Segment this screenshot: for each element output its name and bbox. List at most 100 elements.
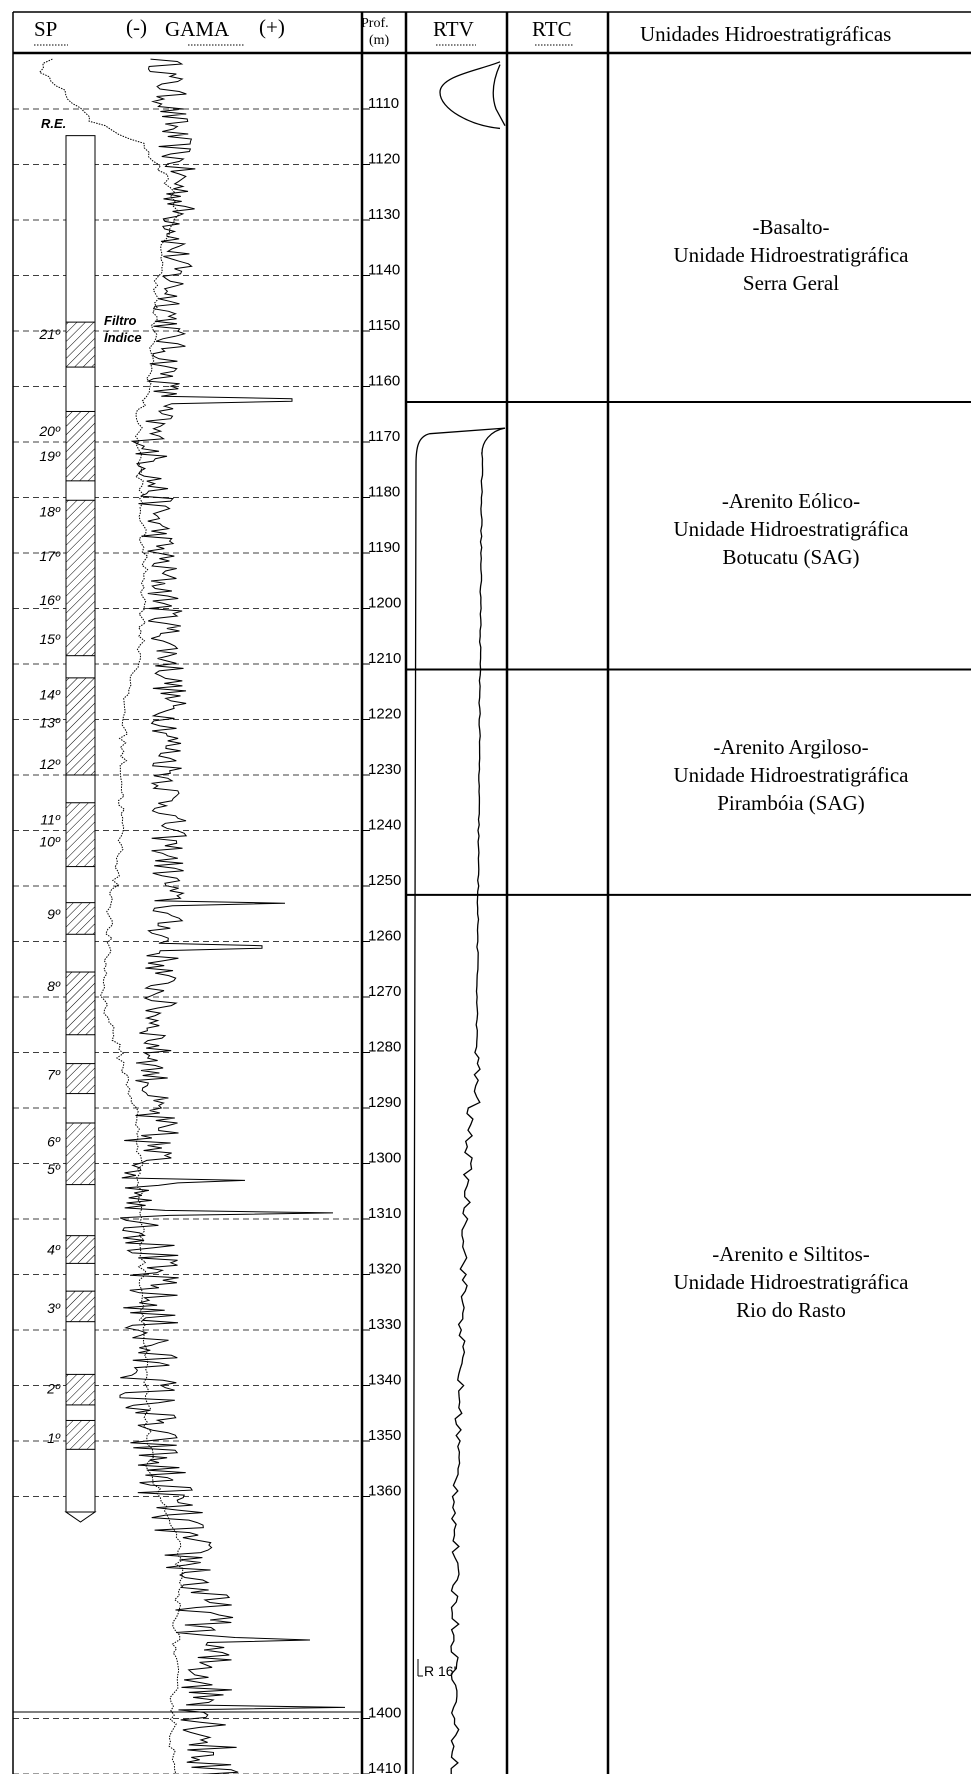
rtv-left-curve bbox=[412, 427, 506, 1774]
depth-tick-label: 1160 bbox=[368, 373, 400, 390]
filter-label: 1º bbox=[47, 1430, 61, 1446]
depth-tick-label: 1180 bbox=[368, 484, 400, 501]
depth-scale: 1110 1120 1130 1140 1150 1160 1170 1180 1190 1200… bbox=[362, 95, 401, 1774]
rtv-annotation: R 16' bbox=[424, 1663, 456, 1679]
depth-tick-label: 1210 bbox=[368, 650, 401, 667]
filter-label: 9º bbox=[47, 906, 61, 922]
filter-screen bbox=[65, 321, 96, 368]
filter-screen bbox=[65, 499, 96, 657]
header-gama: GAMA bbox=[165, 17, 230, 41]
depth-tick-label: 1190 bbox=[368, 539, 400, 556]
filter-screen bbox=[65, 971, 96, 1036]
gama-curve bbox=[119, 58, 346, 1774]
filter-screen bbox=[65, 802, 96, 868]
depth-tick-label: 1230 bbox=[368, 761, 401, 778]
depth-tick-label: 1250 bbox=[368, 872, 401, 889]
unit-label-line: Serra Geral bbox=[743, 271, 839, 295]
filter-label: 14º bbox=[39, 687, 61, 703]
header-rtv: RTV bbox=[433, 17, 474, 41]
filter-screen bbox=[65, 1122, 96, 1186]
depth-tick-label: 1300 bbox=[368, 1150, 401, 1167]
filter-label: 11º bbox=[40, 811, 61, 827]
filter-screen bbox=[65, 1290, 96, 1323]
depth-tick-label: 1360 bbox=[368, 1483, 401, 1500]
unit-label-line: -Basalto- bbox=[753, 215, 830, 239]
header-prof-line2: (m) bbox=[369, 33, 390, 48]
depth-tick-label: 1280 bbox=[368, 1039, 401, 1056]
filter-label: 18º bbox=[39, 503, 61, 519]
column-frame bbox=[12, 11, 971, 1774]
depth-tick-label: 1110 bbox=[368, 95, 399, 112]
filter-label: 13º bbox=[39, 714, 61, 730]
filter-label: 7º bbox=[47, 1067, 61, 1083]
depth-tick-label: 1290 bbox=[368, 1094, 401, 1111]
well-bottom-cap bbox=[64, 1511, 97, 1523]
filter-label: 21º bbox=[38, 326, 61, 342]
filter-screen bbox=[65, 1419, 96, 1450]
filter-screen bbox=[65, 902, 96, 935]
depth-tick-label: 1270 bbox=[368, 983, 401, 1000]
filter-label: 12º bbox=[39, 756, 61, 772]
filter-labels: 21º 20º 19º 18º 17º 16º 15º 14º 13º 12º 11º 10º 9º 8º… bbox=[38, 326, 61, 1446]
filter-label: 20º bbox=[38, 423, 61, 439]
well-construction bbox=[64, 135, 97, 1523]
depth-tick-label: 1240 bbox=[368, 817, 401, 834]
filter-label: 8º bbox=[47, 978, 61, 994]
filter-label: 6º bbox=[47, 1133, 61, 1149]
depth-tick-label: 1260 bbox=[368, 928, 401, 945]
filter-label: 3º bbox=[47, 1300, 61, 1316]
header-prof-line1: Prof. bbox=[361, 16, 389, 31]
unit-label-line: -Arenito Eólico- bbox=[722, 489, 860, 513]
filter-label: 17º bbox=[39, 548, 61, 564]
filter-screen bbox=[65, 677, 96, 776]
depth-tick-label: 1330 bbox=[368, 1316, 401, 1333]
unit-label-line: Unidade Hidroestratigráfica bbox=[674, 1270, 910, 1294]
filter-screen bbox=[65, 410, 96, 482]
filter-label: 10º bbox=[39, 834, 61, 850]
depth-tick-label: 1220 bbox=[368, 706, 401, 723]
unit-label-line: Unidade Hidroestratigráfica bbox=[674, 517, 910, 541]
filter-label: 15º bbox=[39, 631, 61, 647]
unit-label-line: -Arenito e Siltitos- bbox=[712, 1242, 869, 1266]
header-gama-minus: (-) bbox=[126, 15, 147, 39]
unit-label-line: Unidade Hidroestratigráfica bbox=[674, 763, 910, 787]
depth-tick-label: 1130 bbox=[368, 206, 400, 223]
filter-label: 19º bbox=[39, 448, 61, 464]
depth-tick-label: 1310 bbox=[368, 1205, 401, 1222]
unit-label-line: Botucatu (SAG) bbox=[722, 545, 859, 569]
depth-tick-label: 1170 bbox=[368, 428, 400, 445]
rtv-right-curve bbox=[450, 427, 506, 1774]
unit-labels: -Basalto- Unidade Hidroestratigráfica Serr… bbox=[674, 215, 910, 1322]
rtv-basalt-curve bbox=[439, 61, 506, 130]
depth-tick-label: 1140 bbox=[368, 262, 400, 279]
re-label: R.E. bbox=[41, 116, 66, 131]
filter-screen bbox=[65, 1373, 96, 1406]
depth-tick-label: 1320 bbox=[368, 1261, 401, 1278]
filter-label: 4º bbox=[47, 1242, 61, 1258]
depth-tick-label: 1120 bbox=[368, 151, 400, 168]
filter-screen bbox=[65, 1235, 96, 1264]
depth-tick-label: 1410 bbox=[368, 1760, 401, 1774]
depth-tick-label: 1350 bbox=[368, 1427, 401, 1444]
column-headers: SP (-) GAMA (+) Prof. (m) RTV RTC Unidad… bbox=[34, 15, 891, 48]
unit-label-line: -Arenito Argiloso- bbox=[713, 735, 868, 759]
unit-label-line: Pirambóia (SAG) bbox=[717, 791, 865, 815]
filter-label: 16º bbox=[39, 592, 61, 608]
filter-screen bbox=[65, 1063, 96, 1095]
header-units: Unidades Hidroestratigráficas bbox=[640, 22, 891, 46]
depth-tick-label: 1340 bbox=[368, 1372, 401, 1389]
depth-gridlines bbox=[13, 108, 362, 1774]
unit-label-line: Unidade Hidroestratigráfica bbox=[674, 243, 910, 267]
depth-tick-label: 1150 bbox=[368, 317, 400, 334]
header-rtc: RTC bbox=[532, 17, 572, 41]
header-sp: SP bbox=[34, 17, 57, 41]
filter-annotation-line2: Índice bbox=[104, 330, 142, 345]
depth-tick-label: 1200 bbox=[368, 595, 401, 612]
filter-annotation-line1: Filtro bbox=[104, 313, 137, 328]
unit-boundaries bbox=[406, 401, 971, 896]
filter-label: 2º bbox=[46, 1380, 61, 1396]
filter-label: 5º bbox=[47, 1161, 61, 1177]
header-gama-plus: (+) bbox=[259, 15, 285, 39]
depth-tick-label: 1400 bbox=[368, 1705, 401, 1722]
